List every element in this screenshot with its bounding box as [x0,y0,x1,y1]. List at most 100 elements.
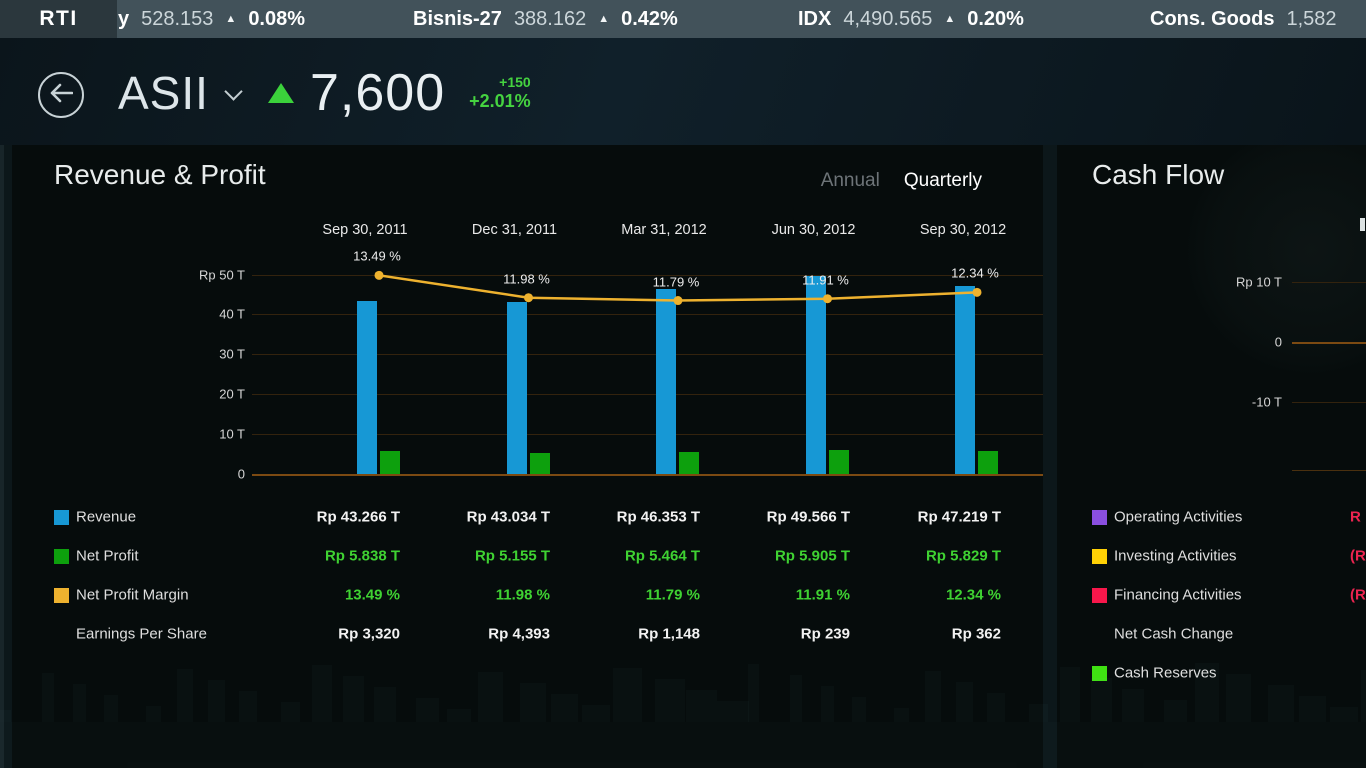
legend-label: Investing Activities [1114,547,1237,565]
cell-value: Rp 43.034 T [466,508,550,526]
revenue-profit-panel: Revenue & Profit Annual Quarterly Rp 50 T… [12,145,1043,768]
cell-value: Rp 5.155 T [474,547,550,565]
cell-value: Rp 239 [800,625,850,643]
cell-value: 11.79 % [645,586,700,604]
cell-value: Rp 5.464 T [624,547,700,565]
legend-label: Financing Activities [1114,586,1242,604]
margin-point-label: 11.91 % [802,272,849,288]
revenue-bar [506,302,527,474]
gridline [1292,402,1366,403]
cell-value: Rp 43.266 T [316,508,400,526]
tab-annual[interactable]: Annual [820,170,880,191]
revenue-bar [805,276,826,474]
x-axis-label: Jun 30, 2012 [771,222,856,238]
margin-point-label: 12.34 % [951,265,999,281]
cell-value: Rp 47.219 T [917,508,1001,526]
y-axis-tick: -10 T [1251,394,1282,410]
index-name: Cons. Goods [1150,7,1275,30]
rti-logo: RTI [0,0,117,38]
index-value: 388.162 [513,7,587,30]
ticker-item[interactable]: y 528.153 ▲ 0.08% [118,0,305,38]
period-tabs: Annual Quarterly [821,170,982,192]
market-ticker-bar: RTI y 528.153 ▲ 0.08% Bisnis-27 388.162 ▲ 0.42%… [0,0,1366,38]
index-name: IDX [798,7,832,30]
index-value: 1,582 [1286,7,1337,30]
cell-value: Rp 362 [951,625,1001,643]
chevron-down-icon [224,81,243,101]
index-change-percent: 0.20% [967,7,1024,30]
revenue-bar [955,285,975,474]
row-label: Earnings Per Share [76,625,207,643]
legend-swatch [1092,666,1107,681]
index-change-percent: 0.08% [248,7,306,30]
cell-value: Rp 46.353 T [616,508,700,526]
legend-label: Operating Activities [1114,508,1243,526]
up-triangle-icon: ▲ [225,13,237,25]
ticker-item[interactable]: Bisnis-27 388.162 ▲ 0.42% [413,0,678,38]
margin-point-label: 11.98 % [503,271,550,287]
net-profit-bar [828,450,849,474]
panel-title-cash-flow: Cash Flow [1092,159,1225,190]
net-profit-bar [380,450,400,474]
symbol-selector[interactable]: ASII [118,62,243,124]
cash-flow-chart: Rp 10 T 0 -10 T [1057,145,1366,768]
back-button[interactable] [38,72,84,118]
cell-value: Rp 4,393 [488,625,550,643]
gridline [252,474,1043,476]
index-value: 4,490.565 [843,7,933,30]
y-axis-tick: 40 T [219,306,245,322]
index-value: 528.153 [141,7,214,30]
cell-value: 11.91 % [795,586,850,604]
legend-swatch [1092,510,1107,525]
index-name: Bisnis-27 [413,7,502,30]
tab-quarterly[interactable]: Quarterly [903,170,982,191]
y-axis-tick: 0 [1274,334,1282,350]
ticker-item[interactable]: IDX 4,490.565 ▲ 0.20% [798,0,1024,38]
stock-header: ASII 7,600 +150 +2.01% [0,38,1366,145]
y-axis-tick: 0 [237,466,245,482]
up-triangle-icon: ▲ [598,13,610,25]
previous-panel-edge [0,145,4,768]
y-axis-tick: 20 T [219,386,245,402]
x-axis-label: Mar 31, 2012 [621,222,707,238]
index-change-percent: 0.42% [621,7,678,30]
gridline [1292,470,1366,471]
price-change: +150 +2.01% [469,74,531,112]
cell-value: Rp 49.566 T [766,508,850,526]
clipped-value: R [1350,508,1361,526]
revenue-bar [656,289,676,474]
ticker-item[interactable]: Cons. Goods 1,582 [1150,0,1337,38]
clipped-value: (R [1350,547,1366,565]
back-arrow-icon [49,83,74,108]
net-profit-bar [679,452,699,474]
margin-point-label: 13.49 % [353,248,401,264]
row-label: Revenue [76,508,137,526]
legend-swatch [1092,588,1107,603]
up-triangle-icon: ▲ [944,13,956,25]
legend-swatch [54,588,69,603]
cell-value: Rp 5.829 T [925,547,1001,565]
row-label: Net Profit Margin [76,586,189,604]
gridline [252,394,1043,396]
stock-symbol: ASII [118,67,209,119]
x-axis-label: Sep 30, 2011 [322,222,408,238]
panel-title-revenue-profit: Revenue & Profit [54,159,266,190]
legend-swatch [54,549,69,564]
truncated-date-label [1360,218,1365,231]
y-axis-tick: 30 T [219,346,245,362]
cash-flow-panel: Cash Flow Rp 10 T 0 -10 T Operating Activi… [1057,125,1366,768]
cell-value: Rp 1,148 [638,625,700,643]
legend-swatch [1092,549,1107,564]
gridline [252,354,1043,356]
gridline [1292,282,1366,283]
y-axis-tick: 10 T [219,426,245,442]
gridline [252,434,1043,436]
gridline [252,314,1043,316]
stock-price: 7,600 [310,64,446,122]
cash-flow-legend: Operating Activities R Investing Activitie… [1057,145,1366,768]
margin-point-label: 11.79 % [652,274,700,289]
cell-value: Rp 3,320 [338,625,400,643]
net-profit-bar [529,453,550,474]
legend-swatch [54,510,69,525]
